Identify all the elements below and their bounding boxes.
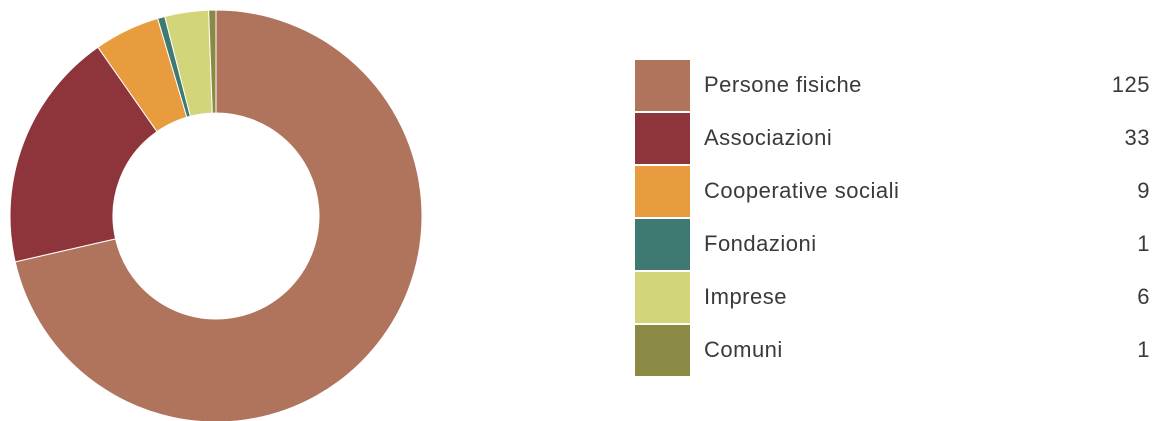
- legend-value: 1: [1137, 231, 1150, 256]
- legend-value: 6: [1137, 284, 1150, 309]
- legend-label: Cooperative sociali: [704, 178, 899, 203]
- legend-label: Comuni: [704, 337, 783, 362]
- donut-slice: [9, 46, 158, 263]
- legend-swatch: [635, 272, 690, 323]
- legend-label: Imprese: [704, 284, 787, 309]
- legend-value: 125: [1112, 72, 1150, 97]
- legend-label: Associazioni: [704, 125, 832, 150]
- legend-swatch: [635, 60, 690, 111]
- legend-swatch: [635, 325, 690, 376]
- legend-label: Fondazioni: [704, 231, 817, 256]
- legend-swatch: [635, 166, 690, 217]
- legend-value: 33: [1125, 125, 1150, 150]
- donut-slice: [14, 9, 423, 421]
- donut-slice: [208, 9, 217, 114]
- legend-swatch: [635, 219, 690, 270]
- legend-value: 9: [1137, 178, 1150, 203]
- legend-swatch: [635, 113, 690, 164]
- legend-label: Persone fisiche: [704, 72, 862, 97]
- legend-value: 1: [1137, 337, 1150, 362]
